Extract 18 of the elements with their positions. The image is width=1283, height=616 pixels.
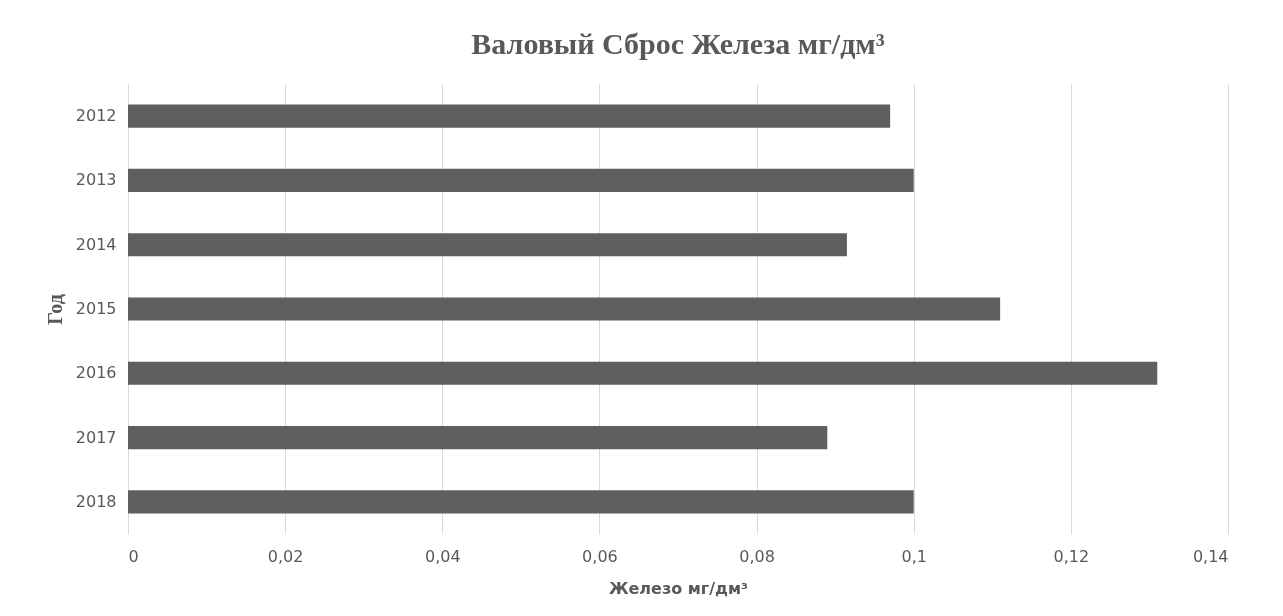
x-tick-label: 0,08 xyxy=(739,546,775,566)
y-axis-title: Год xyxy=(43,294,66,325)
y-tick-label: 2013 xyxy=(75,170,117,190)
x-tick-label: 0,12 xyxy=(1053,546,1090,566)
y-tick-label: 2018 xyxy=(75,491,117,511)
y-tick-label: 2017 xyxy=(75,427,117,447)
x-axis-title: Железо мг/дм³ xyxy=(608,578,749,598)
x-tick-label: 0,06 xyxy=(582,546,618,566)
y-tick-label: 2016 xyxy=(75,363,117,383)
chart-title: Валовый Сброс Железа мг/дм³ xyxy=(471,27,885,60)
y-tick-label: 2012 xyxy=(75,106,117,126)
x-tick-label: 0,1 xyxy=(901,546,927,566)
y-tick-label: 2014 xyxy=(75,234,117,254)
x-tick-label: 0,14 xyxy=(1192,546,1229,566)
x-tick-label: 0,04 xyxy=(424,546,461,566)
y-tick-label: 2015 xyxy=(75,299,117,318)
x-tick-label: 0,02 xyxy=(267,546,304,566)
x-tick-label: 0 xyxy=(128,546,139,566)
